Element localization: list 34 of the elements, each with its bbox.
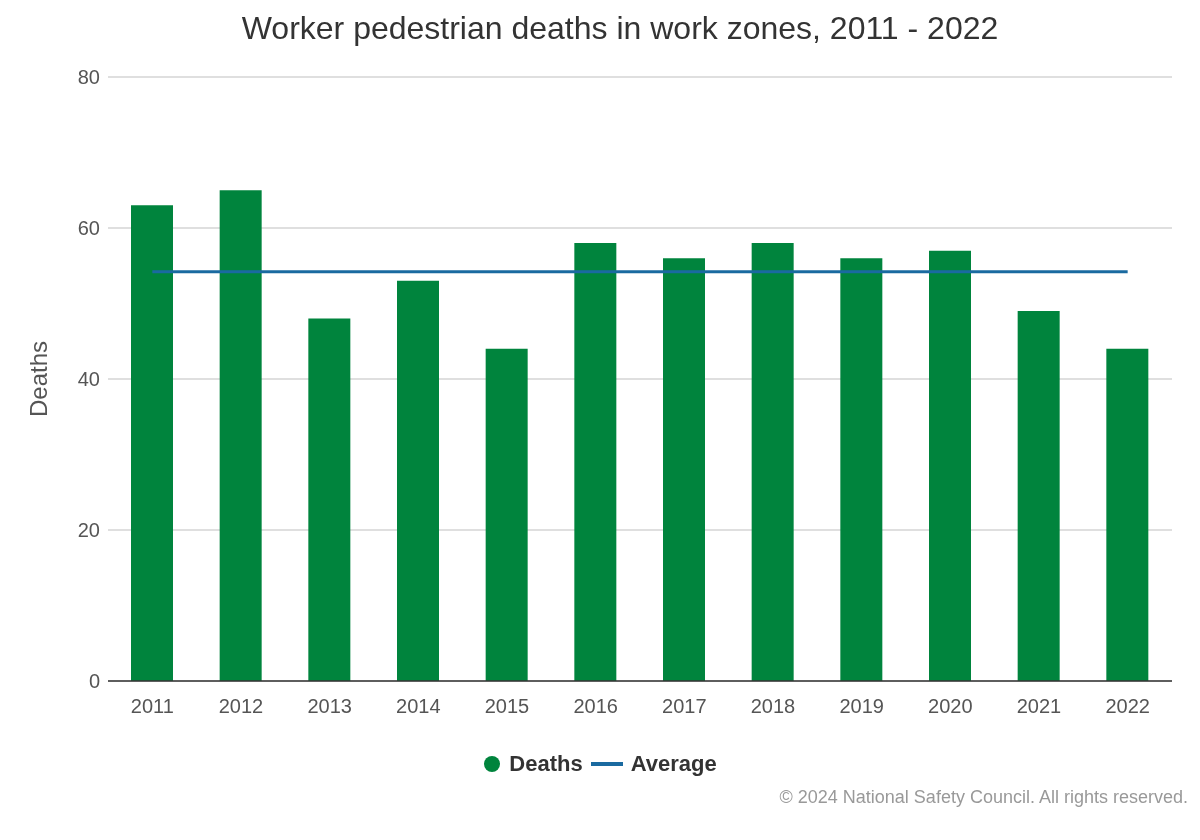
x-tick-label: 2022 (1105, 695, 1150, 718)
bar (131, 205, 173, 681)
x-tick-label: 2012 (218, 695, 264, 718)
x-tick-label: 2016 (573, 695, 618, 718)
chart-title: Worker pedestrian deaths in work zones, 2011 - 2022 (240, 10, 1000, 47)
bar (485, 348, 528, 681)
x-tick-label: 2018 (750, 695, 796, 718)
bar (574, 243, 617, 681)
x-tick-label: 2021 (1016, 695, 1062, 718)
y-tick-label: 0 (88, 670, 100, 693)
x-tick-label: 2014 (396, 695, 441, 718)
bar (397, 280, 439, 681)
y-tick-label: 40 (77, 368, 100, 391)
x-tick-label: 2011 (130, 695, 174, 718)
bar (1017, 311, 1060, 681)
bar (663, 258, 705, 681)
x-tick-label: 2015 (484, 695, 530, 718)
bar (308, 318, 351, 681)
y-tick-label: 20 (77, 519, 100, 542)
x-tick-label: 2020 (928, 695, 973, 718)
bar (929, 250, 971, 681)
x-tick-label: 2019 (839, 695, 884, 718)
bar (751, 243, 794, 681)
y-tick-label: 80 (77, 66, 100, 89)
x-tick-label: 2017 (662, 695, 707, 718)
text: © 2024 National Safety Council. All rights reserved. (778, 787, 1188, 808)
bar (219, 190, 262, 681)
bar (840, 258, 883, 681)
bar (1106, 348, 1149, 681)
y-axis-title: Deaths (24, 340, 52, 418)
legend-label: Deaths (509, 751, 583, 777)
x-tick-label: 2013 (307, 695, 352, 718)
y-tick-label: 60 (77, 217, 100, 240)
legend-label: Average (630, 751, 717, 777)
